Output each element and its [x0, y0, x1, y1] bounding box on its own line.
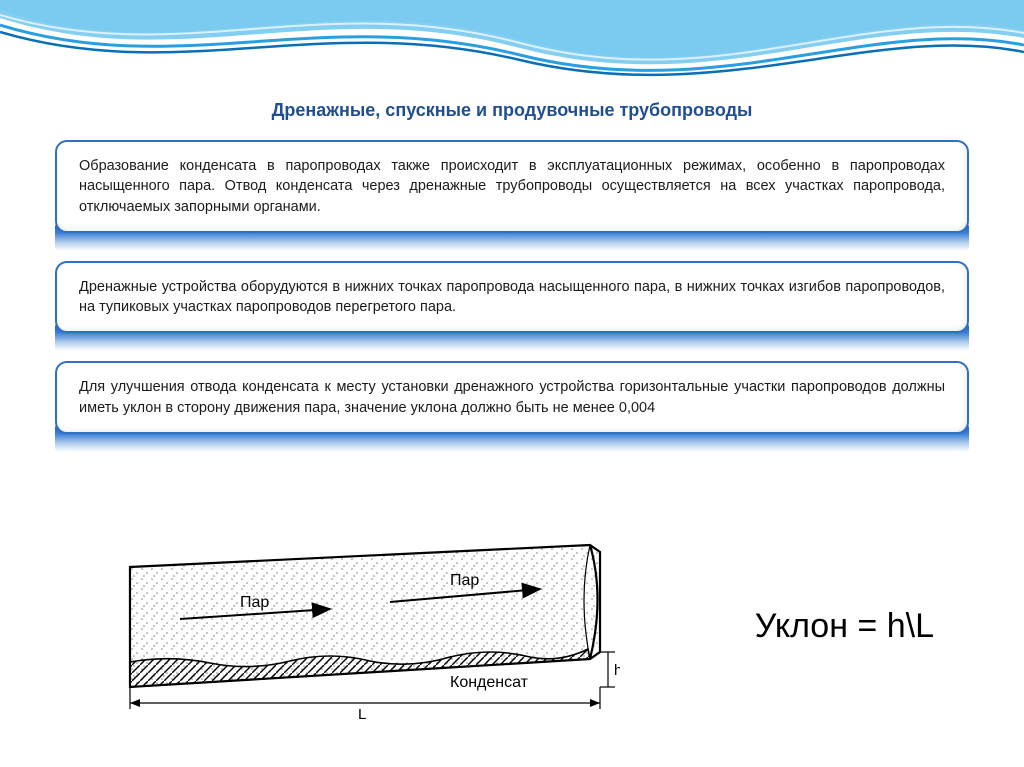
card-list: Образование конденсата в паропроводах та…: [55, 140, 969, 462]
formula-text: Уклон = h\L: [755, 607, 934, 646]
label-condensate: Конденсат: [450, 674, 529, 691]
diagram: Пар Пар Конденсат h L Уклон = h\L: [100, 537, 964, 737]
card-item: Образование конденсата в паропроводах та…: [55, 140, 969, 233]
label-steam-2: Пар: [450, 572, 479, 589]
label-steam-1: Пар: [240, 594, 269, 611]
page-title: Дренажные, спускные и продувочные трубоп…: [0, 100, 1024, 121]
card-item: Для улучшения отвода конденсата к месту …: [55, 361, 969, 434]
card-item: Дренажные устройства оборудуются в нижни…: [55, 261, 969, 334]
label-h: h: [614, 662, 620, 679]
card-text: Для улучшения отвода конденсата к месту …: [55, 361, 969, 434]
card-text: Дренажные устройства оборудуются в нижни…: [55, 261, 969, 334]
card-text: Образование конденсата в паропроводах та…: [55, 140, 969, 233]
label-L: L: [358, 706, 366, 723]
